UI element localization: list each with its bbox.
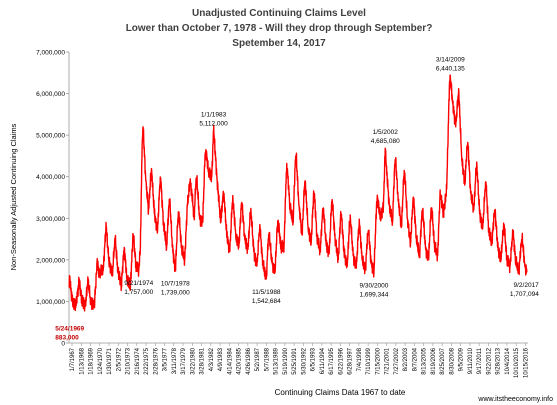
x-tick-label: 8/7/2004 (412, 347, 418, 371)
x-tick-label: 5/2/1987 (255, 347, 261, 371)
x-tick-label: 5/13/1989 (274, 347, 280, 374)
chart-title-line-2: Lower than October 7, 1978 - Will they d… (126, 23, 433, 34)
annotation-value: 1,542,684 (252, 298, 281, 305)
y-tick-label: 4,000,000 (36, 174, 65, 181)
x-tick-label: 6/5/1993 (311, 347, 317, 371)
annotation-date: 9/2/2017 (514, 282, 540, 289)
x-tick-label: 7/27/2002 (394, 347, 400, 374)
y-tick-label: 5,000,000 (36, 133, 65, 140)
x-tick-label: 6/11/1994 (320, 347, 326, 374)
x-tick-label: 10/15/2016 (523, 347, 529, 378)
annotation-value: 883,000 (55, 334, 79, 341)
x-tick-label: 5/7/1988 (264, 347, 270, 371)
annotation-value: 1,707,094 (510, 291, 539, 298)
x-tick-label: 2/5/1972 (116, 347, 122, 371)
annotation-date: 10/7/1978 (161, 281, 190, 288)
annotation-value: 1,757,000 (124, 289, 153, 296)
x-tick-label: 4/14/1984 (227, 347, 233, 374)
x-tick-label: 8/2/2003 (403, 347, 409, 371)
x-tick-label: 7/10/1999 (366, 347, 372, 374)
annotation-value: 1,739,000 (161, 290, 190, 297)
annotation-date: 9/30/2000 (359, 282, 388, 289)
series-layer (68, 74, 528, 312)
x-tick-label: 2/28/1976 (153, 347, 159, 374)
x-tick-label: 6/28/1997 (348, 347, 354, 374)
annotation-date: 5/24/1969 (55, 325, 84, 332)
x-tick-label: 9/5/2009 (459, 347, 465, 371)
x-tick-label: 9/17/2011 (477, 347, 483, 374)
x-tick-label: 3/17/1979 (181, 347, 187, 374)
chart-title-line-1: Unadjusted Continuing Claims Level (192, 8, 366, 19)
y-tick-label: 0 (61, 341, 65, 348)
y-tick-label: 7,000,000 (36, 50, 65, 57)
y-tick-label: 6,000,000 (36, 91, 65, 98)
x-tick-label: 5/19/1990 (283, 347, 289, 374)
y-tick-label: 3,000,000 (36, 216, 65, 223)
x-tick-label: 2/10/1973 (126, 347, 132, 374)
annotation-date: 9/21/1974 (124, 280, 153, 287)
y-tick-label: 2,000,000 (36, 257, 65, 264)
credit-text: www.itstheeconomy.info (477, 396, 553, 403)
x-tick-label: 8/19/2006 (431, 347, 437, 374)
annotation-value: 5,112,000 (199, 120, 228, 127)
x-tick-label: 7/21/2001 (385, 347, 391, 374)
x-tick-label: 3/5/1977 (163, 347, 169, 371)
annotation-date: 3/14/2009 (436, 56, 465, 63)
x-tick-label: 3/11/1978 (172, 347, 178, 374)
x-tick-label: 8/30/2008 (449, 347, 455, 374)
x-tick-label: 1/24/1970 (98, 347, 104, 374)
x-tick-label: 1/7/1967 (70, 347, 76, 371)
x-tick-label: 7/4/1998 (357, 347, 363, 371)
x-tick-label: 1/30/1971 (107, 347, 113, 374)
x-tick-label: 3/22/1980 (190, 347, 196, 374)
x-tick-label: 10/4/2014 (505, 347, 511, 374)
x-tick-label: 6/22/1996 (338, 347, 344, 374)
series-line-0 (68, 74, 528, 312)
annotations-layer: 5/24/1969 883,000 9/21/1974 1,757,000 10/7/1… (55, 56, 539, 341)
x-tick-label: 8/13/2005 (422, 347, 428, 374)
y-tick-label: 1,000,000 (36, 299, 65, 306)
x-tick-label: 1/13/1968 (79, 347, 85, 374)
x-tick-label: 8/25/2007 (440, 347, 446, 374)
x-tick-label: 6/17/1995 (329, 347, 335, 374)
x-tick-label: 10/10/2015 (514, 347, 520, 378)
annotation-value: 4,685,080 (371, 138, 400, 145)
x-tick-label: 4/20/1985 (237, 347, 243, 374)
x-axis-label: Continuing Claims Data 1967 to date (275, 388, 406, 397)
x-tick-label: 2/22/1975 (144, 347, 150, 374)
annotation-value: 6,440,135 (436, 65, 465, 72)
x-tick-label: 4/26/1986 (246, 347, 252, 374)
x-tick-label: 9/22/2012 (486, 347, 492, 374)
y-axis-label: Non-Seasonally Adjusted Continuing Claim… (9, 123, 18, 270)
x-tick-label: 5/30/1992 (301, 347, 307, 374)
x-axis-ticks: 1/7/1967 1/13/1968 1/18/1969 1/24/1970 1/30/… (70, 343, 529, 378)
y-axis-ticks: 0 1,000,000 2,000,000 3,000,000 4,000,000 5,0… (36, 50, 69, 348)
annotation-date: 1/1/1983 (201, 111, 227, 118)
annotation-date: 11/5/1988 (252, 289, 281, 296)
x-tick-label: 4/3/1982 (209, 347, 215, 371)
x-tick-label: 2/16/1974 (135, 347, 141, 374)
x-tick-label: 9/28/2013 (496, 347, 502, 374)
annotation-value: 1,699,344 (359, 291, 388, 298)
x-tick-label: 4/9/1983 (218, 347, 224, 371)
x-tick-label: 1/18/1969 (89, 347, 95, 374)
annotation-date: 1/5/2002 (373, 129, 399, 136)
x-tick-label: 9/11/2010 (468, 347, 474, 374)
chart-title-line-3: Spetember 14, 2017 (232, 38, 326, 49)
x-tick-label: 7/15/2000 (375, 347, 381, 374)
x-tick-label: 3/28/1981 (200, 347, 206, 374)
x-tick-label: 5/25/1991 (292, 347, 298, 374)
